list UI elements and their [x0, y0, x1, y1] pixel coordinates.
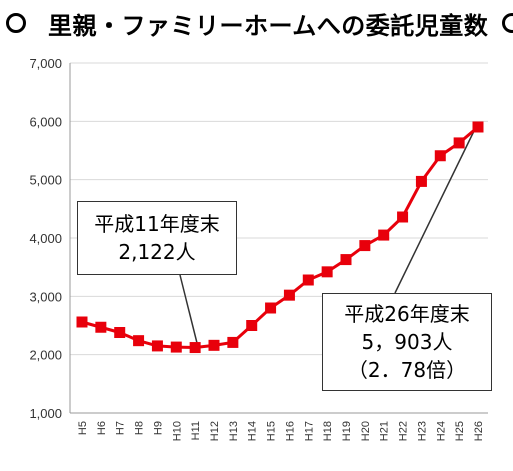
x-tick-label-H10: H10	[171, 421, 183, 441]
data-point-H5	[76, 316, 88, 328]
y-tick-label-5: 6,000	[29, 114, 62, 129]
y-tick-label-1: 2,000	[29, 348, 62, 363]
axes	[69, 63, 488, 414]
x-tick-label-H18: H18	[322, 421, 334, 441]
x-tick-label-H13: H13	[228, 421, 240, 441]
x-tick-label-H7: H7	[115, 421, 127, 435]
data-point-H10	[170, 341, 182, 353]
x-tick-label-H23: H23	[416, 421, 428, 441]
leader-line-h26	[394, 130, 475, 294]
x-tick-label-H11: H11	[190, 421, 202, 440]
data-point-H26	[472, 121, 484, 133]
y-tick-label-2: 3,000	[29, 289, 62, 304]
data-point-H13	[227, 336, 239, 348]
annotation-h11-line-1: 平成11年度末	[94, 212, 220, 236]
x-tick-label-H16: H16	[284, 421, 296, 441]
x-tick-label-H9: H9	[152, 421, 164, 435]
data-point-H17	[302, 274, 314, 286]
chart-title: 里親・ファミリーホームへの委託児童数	[48, 12, 489, 40]
data-point-H18	[321, 266, 333, 278]
x-tick-label-H15: H15	[266, 421, 278, 441]
x-tick-label-H22: H22	[398, 421, 410, 441]
y-tick-label-3: 4,000	[29, 231, 62, 246]
data-point-H12	[208, 339, 220, 351]
annotation-h26-line-2: 5，903人	[361, 330, 453, 354]
y-tick-label-4: 5,000	[29, 173, 62, 188]
title-bar: 里親・ファミリーホームへの委託児童数	[0, 0, 513, 44]
x-tick-label-H26: H26	[473, 421, 485, 441]
leader-line-h11	[179, 274, 198, 344]
series-line-path	[81, 125, 479, 350]
annotation-h11: 平成11年度末 2,122人	[77, 201, 237, 275]
circle-bullet-icon	[6, 13, 26, 33]
annotation-leaders	[179, 130, 475, 344]
annotation-h26-line-3: （2．78倍）	[347, 358, 467, 382]
x-tick-label-H6: H6	[96, 421, 108, 435]
series-line	[81, 125, 479, 350]
x-tick-label-H24: H24	[435, 421, 447, 441]
data-point-H23	[415, 175, 427, 187]
x-tick-label-H21: H21	[379, 421, 391, 441]
x-tick-label-H14: H14	[247, 421, 259, 441]
data-point-H7	[114, 327, 126, 338]
x-tick-label-H25: H25	[454, 421, 466, 441]
data-point-H25	[453, 137, 465, 149]
circle-bullet-icon-cut	[502, 13, 513, 33]
data-point-H15	[265, 302, 277, 314]
y-axis-ticks: 1,000 2,000 3,000 4,000 5,000 6,000 7,000	[29, 56, 62, 421]
data-point-H9	[151, 340, 163, 352]
y-tick-label-0: 1,000	[29, 406, 62, 421]
x-tick-label-H17: H17	[303, 421, 315, 441]
x-tick-label-H20: H20	[360, 421, 372, 441]
x-tick-label-H12: H12	[209, 421, 221, 441]
data-point-H16	[283, 289, 295, 301]
data-point-H19	[340, 254, 352, 266]
data-point-H20	[359, 240, 371, 252]
data-point-H11	[189, 342, 201, 354]
annotation-h26-line-1: 平成26年度末	[344, 302, 470, 326]
x-axis-ticks: H5 H6 H7 H8 H9 H10 H11 H12 H13 H14 H15 H16 H17 H18 H19…	[77, 421, 485, 441]
y-tick-label-6: 7,000	[29, 56, 62, 71]
series-markers	[76, 121, 484, 354]
data-point-H8	[133, 335, 145, 347]
annotation-h11-line-2: 2,122人	[118, 240, 196, 264]
x-tick-label-H8: H8	[134, 421, 146, 435]
data-point-H6	[95, 321, 107, 333]
data-point-H24	[434, 150, 446, 162]
x-tick-label-H5: H5	[77, 421, 89, 435]
data-point-H14	[246, 320, 258, 331]
x-tick-label-H19: H19	[341, 421, 353, 441]
annotation-h26: 平成26年度末 5，903人 （2．78倍）	[322, 293, 492, 391]
data-point-H22	[397, 211, 409, 223]
data-point-H21	[378, 229, 390, 241]
